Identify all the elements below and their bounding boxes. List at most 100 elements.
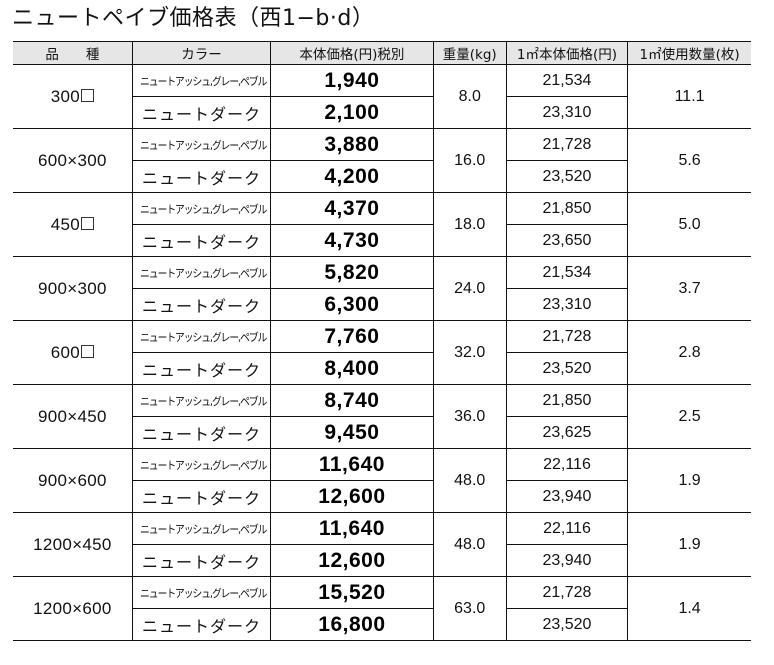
unit-price-light: 21,850 [505,384,629,417]
table-row: 600 ニュートアッシュ,グレー,ペブル 7,760 32.0 21,728 2.8 [13,320,751,385]
color-light: ニュートアッシュ,グレー,ペブル [131,64,272,97]
color-light: ニュートアッシュ,グレー,ペブル [131,192,272,225]
price-light: 3,880 [270,128,434,161]
color-light-label: ニュートアッシュ,グレー,ペブル [139,330,267,344]
header-price: 本体価格(円)税別 [270,41,434,65]
price-dark: 2,100 [270,96,434,129]
size-cell: 300 [13,64,133,129]
color-light: ニュートアッシュ,グレー,ペブル [131,384,272,417]
color-light-label: ニュートアッシュ,グレー,ペブル [139,266,267,280]
size-label: 900×600 [38,470,107,490]
size-cell: 900×600 [13,448,133,513]
table-row: ニュートダーク 16,800 23,520 [13,608,751,641]
size-cell: 600 [13,320,133,385]
size-label: 1200×600 [33,598,112,618]
table-row: 1200×600 ニュートアッシュ,グレー,ペブル 15,520 63.0 21,728… [13,576,751,641]
table-row: ニュートダーク 4,200 23,520 [13,160,751,193]
unit-price-dark: 23,650 [505,224,628,257]
size-label: 900×300 [38,278,107,298]
unit-price-dark: 23,310 [505,96,628,129]
weight-cell: 48.0 [432,448,507,513]
price-dark: 12,600 [270,480,434,513]
color-dark: ニュートダーク [132,96,272,129]
size-label: 600 [50,342,81,362]
table-row: 600×300 ニュートアッシュ,グレー,ペブル 3,880 16.0 21,728 5.… [13,128,751,193]
table-row: ニュートダーク 12,600 23,940 [13,480,751,513]
table-row: 900×600 ニュートアッシュ,グレー,ペブル 11,640 48.0 22,116 1… [13,448,751,513]
header-quantity: 1㎡使用数量(枚) [627,41,751,65]
unit-price-light: 21,728 [505,128,629,161]
weight-cell: 32.0 [432,320,507,385]
quantity-cell: 11.1 [627,64,751,129]
quantity-cell: 5.6 [627,128,751,193]
size-cell: 900×300 [13,256,133,321]
color-light-label: ニュートアッシュ,グレー,ペブル [139,394,267,408]
price-table: 品 種 カラー 本体価格(円)税別 重量(kg) 1㎡本体価格(円) 1㎡使用数… [13,41,751,641]
weight-cell: 24.0 [432,256,507,321]
weight-cell: 36.0 [432,384,507,449]
price-light: 15,520 [270,576,434,609]
color-dark: ニュートダーク [132,224,272,257]
color-light: ニュートアッシュ,グレー,ペブル [131,448,272,481]
price-dark: 4,730 [270,224,434,257]
unit-price-dark: 23,310 [505,288,628,321]
size-label: 1200×450 [33,534,112,554]
color-light: ニュートアッシュ,グレー,ペブル [131,256,272,289]
price-dark: 12,600 [270,544,434,577]
unit-price-dark: 23,520 [505,160,628,193]
color-dark: ニュートダーク [132,416,272,449]
quantity-cell: 2.5 [627,384,751,449]
price-dark: 6,300 [270,288,434,321]
unit-price-dark: 23,625 [505,416,628,449]
unit-price-light: 21,728 [505,320,629,353]
table-row: 1200×450 ニュートアッシュ,グレー,ペブル 11,640 48.0 22,116… [13,512,751,577]
price-dark: 8,400 [270,352,434,385]
size-label: 900×450 [38,406,107,426]
header-row: 品 種 カラー 本体価格(円)税別 重量(kg) 1㎡本体価格(円) 1㎡使用数… [13,41,751,65]
color-light-label: ニュートアッシュ,グレー,ペブル [139,522,267,536]
price-light: 11,640 [270,448,434,481]
weight-cell: 48.0 [432,512,507,577]
table-row: ニュートダーク 2,100 23,310 [13,96,751,129]
size-cell: 600×300 [13,128,133,193]
color-dark: ニュートダーク [132,480,272,513]
color-light-label: ニュートアッシュ,グレー,ペブル [139,202,267,216]
unit-price-dark: 23,520 [505,352,628,385]
square-icon [81,344,95,358]
page-title: ニュートペイブ価格表（西1−b·d） [12,6,375,31]
price-light: 1,940 [270,64,434,97]
square-icon [81,88,95,102]
price-light: 7,760 [270,320,434,353]
price-dark: 9,450 [270,416,434,449]
color-light-label: ニュートアッシュ,グレー,ペブル [139,74,267,88]
quantity-cell: 1.4 [627,576,751,641]
size-cell: 1200×600 [13,576,133,641]
size-cell: 450 [13,192,133,257]
table-body: 300 ニュートアッシュ,グレー,ペブル 1,940 8.0 21,534 11.1 ニュー… [13,64,751,641]
unit-price-dark: 23,940 [505,480,628,513]
header-unit-price: 1㎡本体価格(円) [505,41,629,65]
unit-price-dark: 23,520 [505,608,628,641]
color-light: ニュートアッシュ,グレー,ペブル [131,576,272,609]
quantity-cell: 3.7 [627,256,751,321]
quantity-cell: 1.9 [627,448,751,513]
quantity-cell: 1.9 [627,512,751,577]
color-dark: ニュートダーク [132,288,272,321]
unit-price-light: 21,534 [505,64,629,97]
size-cell: 1200×450 [13,512,133,577]
quantity-cell: 5.0 [627,192,751,257]
table-row: 900×450 ニュートアッシュ,グレー,ペブル 8,740 36.0 21,850 2.… [13,384,751,449]
price-light: 11,640 [270,512,434,545]
size-label: 450 [50,214,81,234]
unit-price-light: 21,728 [505,576,629,609]
unit-price-light: 21,850 [505,192,629,225]
price-light: 4,370 [270,192,434,225]
weight-cell: 18.0 [432,192,507,257]
color-light-label: ニュートアッシュ,グレー,ペブル [139,458,267,472]
price-dark: 16,800 [270,608,434,641]
color-light-label: ニュートアッシュ,グレー,ペブル [139,586,267,600]
unit-price-dark: 23,940 [505,544,628,577]
price-dark: 4,200 [270,160,434,193]
price-light: 5,820 [270,256,434,289]
unit-price-light: 22,116 [505,512,629,545]
